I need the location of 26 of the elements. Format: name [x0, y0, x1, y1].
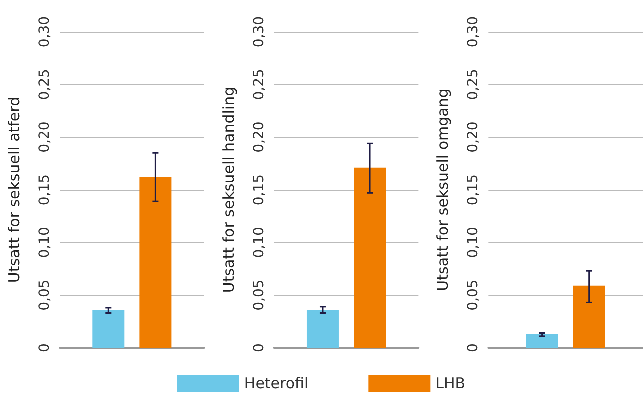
y-tick-label: 0: [466, 344, 482, 352]
y-tick-label: 0,30: [466, 16, 482, 48]
y-tick-label: 0,20: [37, 122, 53, 153]
y-tick-label: 0: [251, 344, 268, 352]
y-axis-title: Utsatt for seksuell atferd: [6, 96, 24, 284]
y-tick-label: 0,20: [251, 122, 268, 153]
y-tick-label: 0: [37, 344, 53, 352]
y-tick-label: 0,25: [466, 69, 482, 100]
y-tick-label: 0,15: [466, 174, 482, 206]
y-tick-label: 0,10: [466, 227, 482, 258]
y-tick-label: 0,05: [37, 280, 53, 311]
y-tick-label: 0,25: [37, 69, 53, 100]
y-tick-label: 0,30: [37, 16, 53, 48]
y-tick-label: 0,05: [251, 280, 268, 311]
y-tick-label: 0,05: [466, 280, 482, 311]
y-axis-title: Utsatt for seksuell omgang: [434, 88, 452, 292]
y-tick-label: 0,10: [37, 227, 53, 258]
y-axis-title: Utsatt for seksuell handling: [220, 86, 238, 294]
y-tick-label: 0,20: [466, 122, 482, 153]
y-tick-label: 0,25: [251, 69, 268, 100]
y-tick-label: 0,10: [251, 227, 268, 258]
y-tick-label: 0,15: [251, 174, 268, 206]
legend-label: LHB: [436, 374, 466, 392]
legend-label: Heterofil: [244, 374, 309, 392]
y-tick-label: 0,15: [37, 174, 53, 206]
y-tick-label: 0,30: [251, 16, 268, 48]
